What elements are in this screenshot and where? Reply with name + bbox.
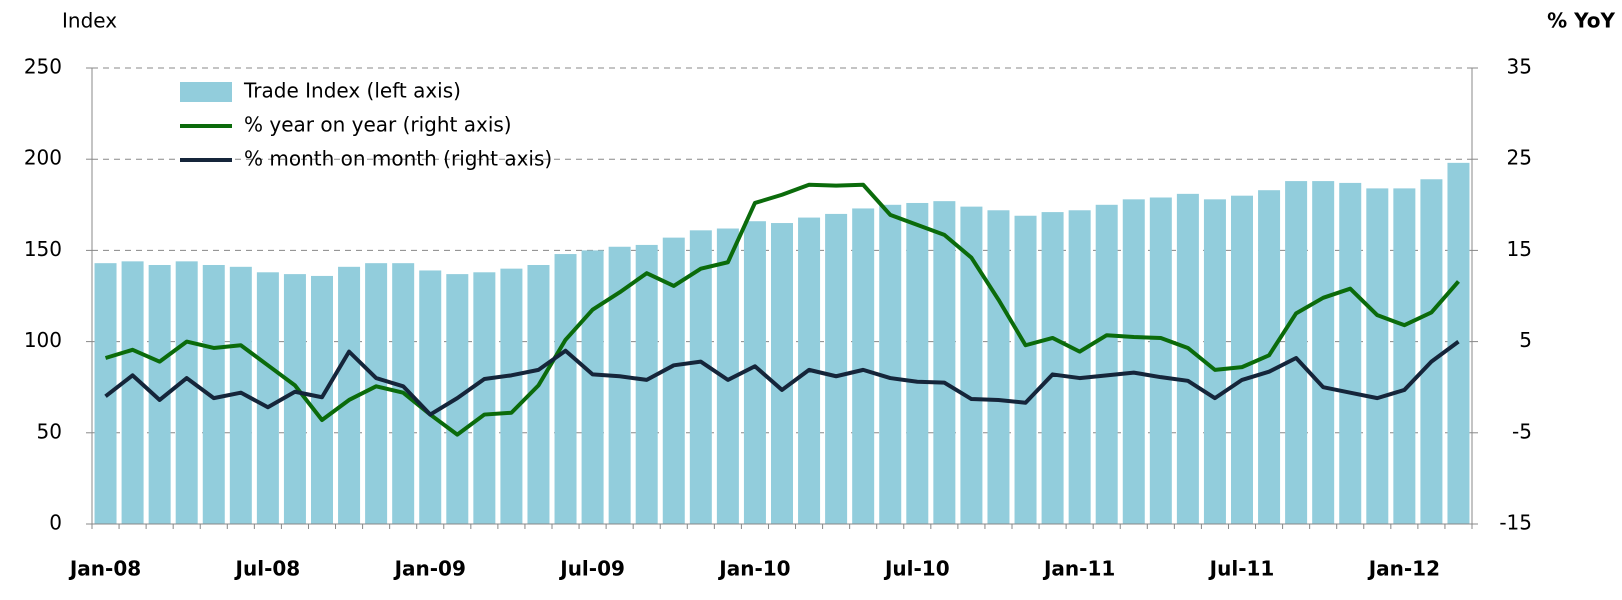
bar — [960, 206, 983, 524]
y2-tick-label: -15 — [1499, 511, 1532, 535]
bar — [689, 230, 712, 524]
x-tick-label: Jul-08 — [234, 557, 301, 581]
bar — [202, 264, 225, 524]
bar — [933, 201, 956, 525]
bar — [1366, 188, 1389, 524]
bar — [743, 221, 766, 524]
y-tick-label: 100 — [24, 328, 62, 352]
y-tick-label: 50 — [37, 419, 62, 443]
bar — [256, 272, 279, 524]
y-axis-label: Index — [62, 9, 117, 33]
x-tick-label: Jan-11 — [1042, 557, 1115, 581]
bar — [906, 202, 929, 524]
y2-tick-label: -5 — [1512, 419, 1532, 443]
bar — [987, 210, 1010, 524]
legend-label: % year on year (right axis) — [244, 113, 512, 137]
x-tick-label: Jan-09 — [393, 557, 466, 581]
bar — [229, 266, 252, 524]
bar — [283, 274, 306, 524]
y2-tick-label: 35 — [1507, 55, 1532, 79]
x-tick-label: Jan-10 — [717, 557, 790, 581]
bar — [1393, 188, 1416, 524]
bar — [716, 228, 739, 524]
bar — [635, 244, 658, 525]
bar — [1068, 210, 1091, 524]
bar — [1420, 179, 1443, 524]
bar — [94, 263, 117, 524]
bar — [121, 261, 144, 524]
legend-label: % month on month (right axis) — [244, 147, 552, 171]
line-series — [104, 182, 1460, 437]
bar — [1095, 204, 1118, 525]
legend-swatch — [180, 82, 232, 102]
y-tick-label: 0 — [49, 511, 62, 535]
bar — [879, 204, 902, 525]
y2-tick-label: 25 — [1507, 146, 1532, 170]
bar — [1041, 212, 1064, 524]
x-tick-label: Jul-11 — [1208, 557, 1275, 581]
bar — [554, 254, 577, 524]
x-tick-label: Jan-08 — [68, 557, 141, 581]
bar — [852, 208, 875, 524]
bar — [662, 237, 685, 524]
x-tick-label: Jan-12 — [1367, 557, 1440, 581]
x-tick-label: Jul-10 — [883, 557, 950, 581]
bar — [1203, 199, 1226, 524]
legend-label: Trade Index (left axis) — [243, 79, 461, 103]
bar — [527, 264, 550, 524]
bar — [338, 266, 361, 524]
y-tick-label: 200 — [24, 146, 62, 170]
bar — [1339, 182, 1362, 525]
y2-tick-label: 15 — [1507, 237, 1532, 261]
bar — [771, 223, 793, 525]
x-tick-label: Jul-09 — [558, 557, 625, 581]
bar — [473, 272, 496, 524]
line-series — [104, 339, 1460, 417]
y2-tick-label: 5 — [1519, 328, 1532, 352]
bar — [1122, 199, 1145, 524]
bar — [825, 213, 848, 525]
bar — [1176, 193, 1199, 524]
bar — [500, 268, 523, 524]
y-tick-label: 250 — [24, 55, 62, 79]
y-tick-label: 150 — [24, 237, 62, 261]
bar — [419, 270, 442, 524]
y2-axis-label: % YoY — [1547, 9, 1615, 33]
bar — [175, 261, 198, 524]
bar — [148, 264, 171, 524]
bar — [311, 275, 333, 524]
bar — [365, 263, 388, 524]
bar — [1231, 195, 1253, 524]
bar — [1149, 197, 1172, 524]
bar — [1014, 215, 1037, 524]
bar — [581, 250, 604, 524]
bar — [1312, 181, 1335, 524]
bar — [1285, 181, 1308, 524]
bar — [608, 246, 631, 524]
